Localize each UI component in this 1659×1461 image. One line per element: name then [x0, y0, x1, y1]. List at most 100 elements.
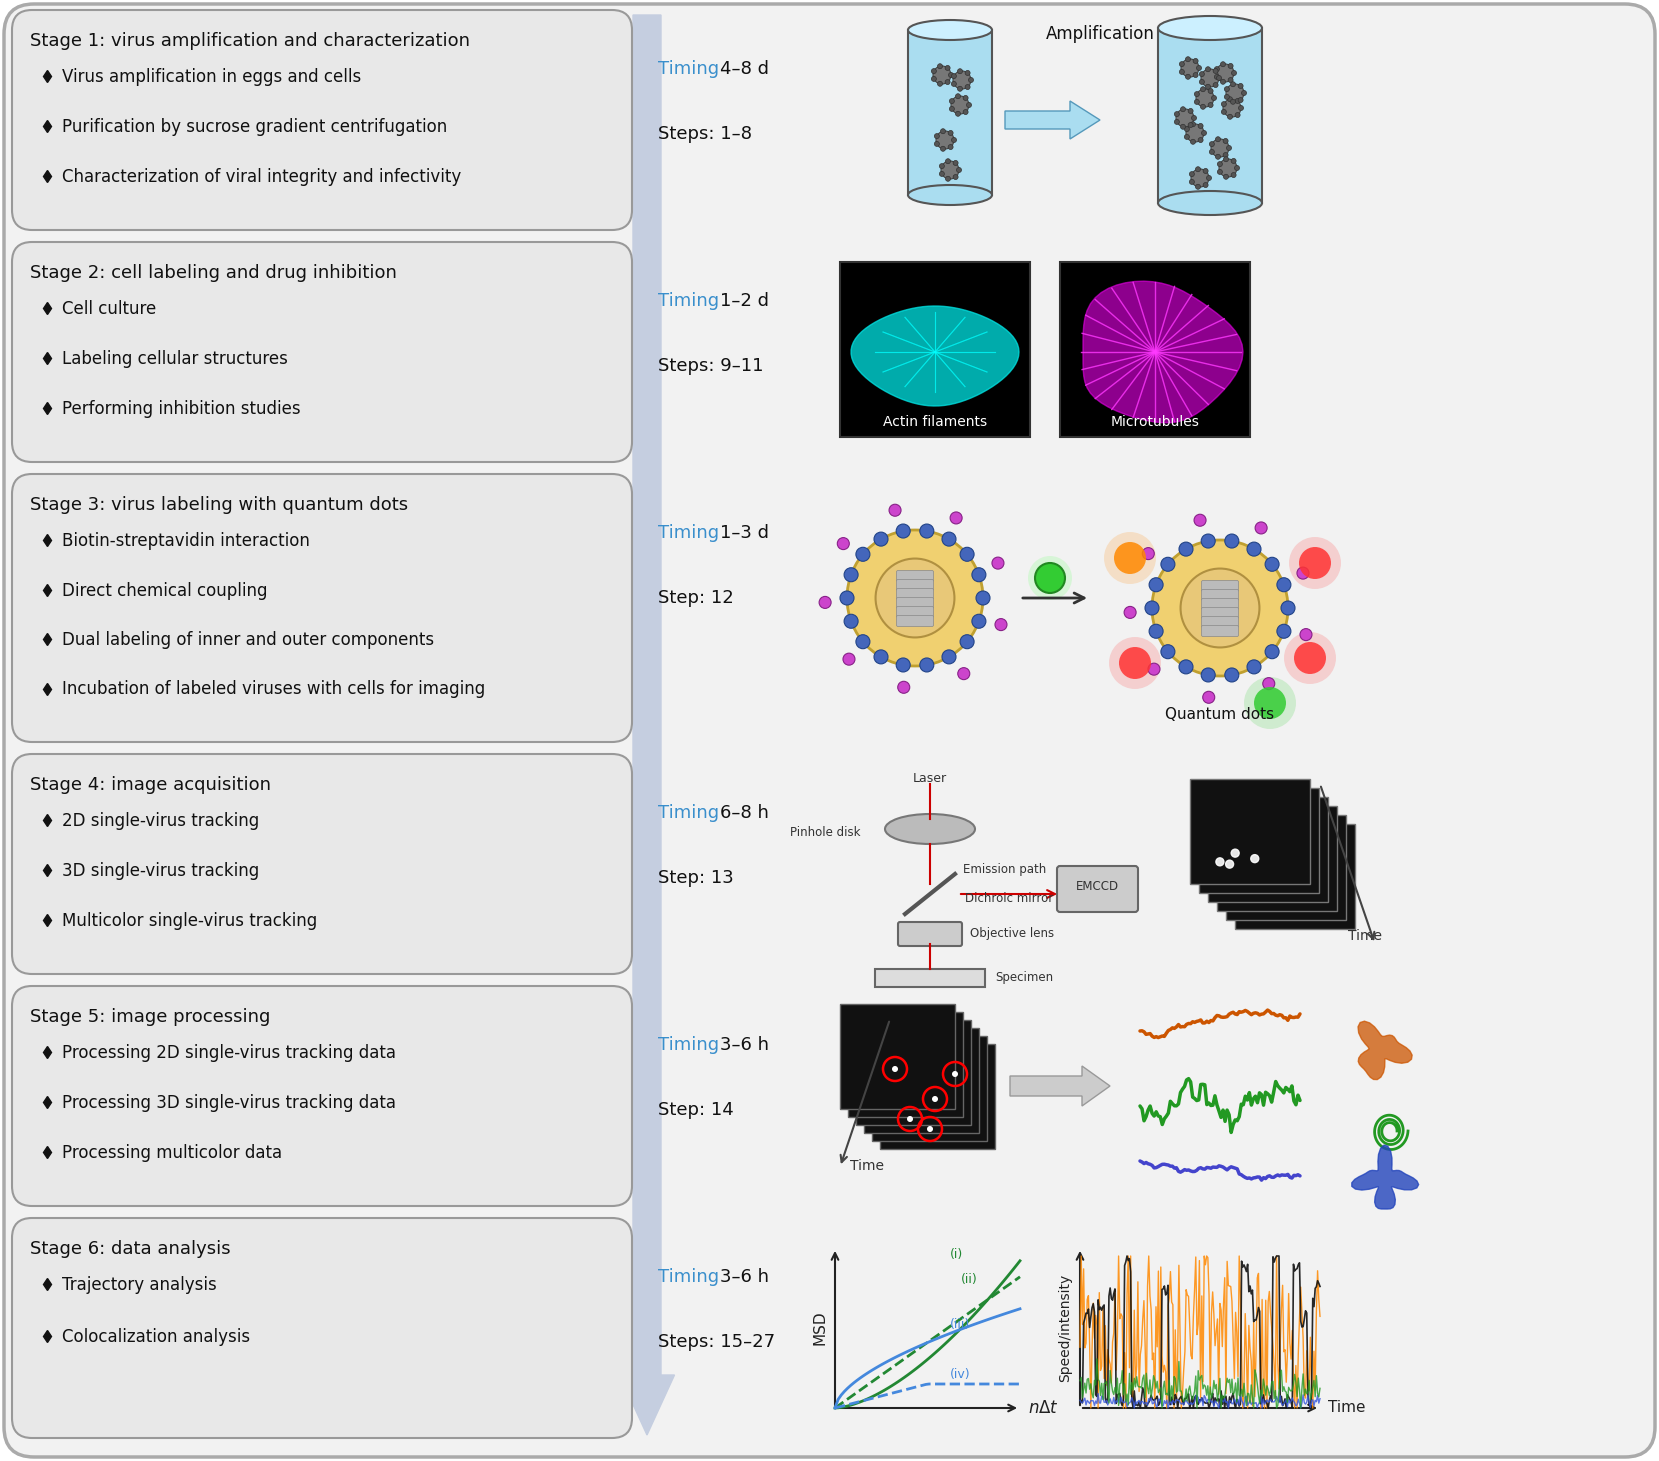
Circle shape — [931, 76, 936, 82]
Text: (iv): (iv) — [949, 1367, 971, 1381]
Circle shape — [893, 1067, 898, 1072]
Text: Timing: Timing — [659, 1036, 718, 1053]
FancyBboxPatch shape — [879, 1045, 995, 1148]
Circle shape — [1296, 821, 1304, 830]
Circle shape — [1214, 75, 1219, 79]
FancyBboxPatch shape — [1201, 589, 1239, 600]
Circle shape — [1277, 624, 1291, 638]
Circle shape — [1258, 840, 1266, 847]
Circle shape — [1239, 105, 1244, 111]
Circle shape — [1223, 152, 1228, 158]
FancyBboxPatch shape — [1201, 580, 1239, 592]
Circle shape — [874, 650, 888, 663]
Text: Timing: Timing — [659, 804, 718, 823]
Circle shape — [1151, 541, 1287, 676]
Circle shape — [1209, 142, 1214, 146]
FancyBboxPatch shape — [839, 262, 1030, 437]
Circle shape — [939, 164, 944, 168]
Text: (ii): (ii) — [961, 1273, 977, 1286]
Text: Stage 3: virus labeling with quantum dots: Stage 3: virus labeling with quantum dot… — [30, 495, 408, 514]
Text: Processing 3D single-virus tracking data: Processing 3D single-virus tracking data — [61, 1094, 397, 1112]
Text: Time: Time — [1349, 929, 1382, 942]
Circle shape — [1201, 86, 1206, 92]
Circle shape — [1175, 120, 1180, 124]
Circle shape — [951, 82, 956, 86]
Circle shape — [1216, 865, 1224, 872]
FancyBboxPatch shape — [896, 580, 934, 590]
FancyBboxPatch shape — [12, 754, 632, 974]
Circle shape — [1277, 824, 1286, 833]
Circle shape — [1191, 169, 1209, 187]
Circle shape — [1193, 58, 1198, 63]
FancyBboxPatch shape — [1201, 608, 1239, 618]
Text: Objective lens: Objective lens — [971, 928, 1053, 941]
Circle shape — [975, 592, 990, 605]
Circle shape — [1226, 83, 1244, 102]
Text: Trajectory analysis: Trajectory analysis — [61, 1275, 217, 1294]
Circle shape — [1248, 542, 1261, 557]
Circle shape — [964, 95, 969, 101]
Circle shape — [1199, 79, 1204, 85]
Text: Steps: 9–11: Steps: 9–11 — [659, 356, 763, 375]
Circle shape — [1180, 660, 1193, 674]
Circle shape — [947, 145, 954, 149]
Text: Time: Time — [1327, 1401, 1365, 1416]
Circle shape — [1161, 644, 1175, 659]
Circle shape — [1213, 69, 1218, 73]
Circle shape — [941, 146, 946, 152]
Circle shape — [856, 548, 869, 561]
FancyBboxPatch shape — [1199, 787, 1319, 893]
Text: Direct chemical coupling: Direct chemical coupling — [61, 581, 267, 599]
Circle shape — [1181, 58, 1199, 77]
Text: 3D single-virus tracking: 3D single-virus tracking — [61, 862, 259, 880]
Circle shape — [898, 681, 909, 694]
Circle shape — [1190, 171, 1194, 177]
FancyBboxPatch shape — [898, 922, 962, 947]
Circle shape — [936, 131, 954, 149]
Circle shape — [907, 1116, 912, 1122]
Circle shape — [1208, 102, 1213, 108]
Circle shape — [1216, 155, 1221, 159]
FancyBboxPatch shape — [839, 1004, 956, 1109]
Circle shape — [1113, 542, 1146, 574]
Circle shape — [1196, 167, 1201, 172]
Circle shape — [1150, 624, 1163, 638]
Circle shape — [946, 79, 951, 85]
Ellipse shape — [1158, 191, 1262, 215]
Text: Stage 6: data analysis: Stage 6: data analysis — [30, 1240, 231, 1258]
Circle shape — [1234, 112, 1241, 117]
Circle shape — [1296, 837, 1304, 844]
FancyBboxPatch shape — [873, 1036, 987, 1141]
FancyBboxPatch shape — [1208, 798, 1327, 901]
Text: Incubation of labeled viruses with cells for imaging: Incubation of labeled viruses with cells… — [61, 681, 484, 698]
Text: Dual labeling of inner and outer components: Dual labeling of inner and outer compone… — [61, 631, 435, 649]
Text: Stage 5: image processing: Stage 5: image processing — [30, 1008, 270, 1026]
Circle shape — [1244, 676, 1296, 729]
FancyBboxPatch shape — [1190, 779, 1311, 884]
Circle shape — [1241, 91, 1246, 95]
Circle shape — [1218, 169, 1223, 174]
Circle shape — [1180, 61, 1185, 67]
Circle shape — [932, 66, 951, 83]
Circle shape — [1297, 567, 1309, 579]
Circle shape — [1228, 77, 1233, 82]
Circle shape — [896, 524, 911, 538]
Circle shape — [1234, 165, 1239, 171]
Circle shape — [1234, 98, 1241, 104]
Circle shape — [889, 504, 901, 516]
FancyBboxPatch shape — [12, 473, 632, 742]
Circle shape — [1190, 180, 1194, 184]
Text: Biotin-streptavidin interaction: Biotin-streptavidin interaction — [61, 532, 310, 549]
Circle shape — [896, 657, 911, 672]
Text: 1–3 d: 1–3 d — [720, 524, 770, 542]
Circle shape — [1199, 72, 1204, 76]
Text: Time: Time — [849, 1159, 884, 1173]
Circle shape — [1108, 637, 1161, 690]
Circle shape — [946, 177, 951, 181]
Circle shape — [1188, 108, 1193, 114]
Circle shape — [1223, 156, 1229, 162]
FancyBboxPatch shape — [896, 570, 934, 581]
Circle shape — [1213, 82, 1218, 88]
Circle shape — [972, 614, 985, 628]
Circle shape — [1201, 69, 1219, 88]
